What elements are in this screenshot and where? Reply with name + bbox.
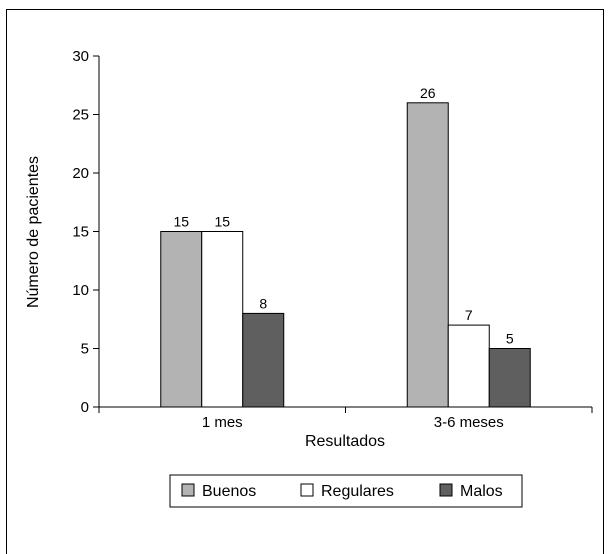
- y-tick-label: 15: [72, 224, 89, 241]
- legend-label-buenos: Buenos: [202, 483, 256, 500]
- data-label: 26: [420, 85, 436, 101]
- y-tick-label: 5: [81, 341, 89, 358]
- y-tick-label: 10: [72, 282, 89, 299]
- x-tick-label: 3-6 meses: [434, 414, 504, 431]
- y-axis-title: Número de pacientes: [25, 156, 42, 308]
- bar-buenos-1: [160, 231, 203, 408]
- legend-box: [169, 474, 523, 508]
- legend-swatch-buenos: [181, 483, 195, 497]
- data-label: 15: [173, 214, 189, 230]
- legend-swatch-malos: [439, 483, 453, 497]
- chart-frame: [6, 9, 604, 554]
- data-label: 5: [506, 331, 514, 347]
- bar-regulares-2: [447, 324, 490, 408]
- data-label: 15: [214, 214, 230, 230]
- y-tick-label: 30: [72, 48, 89, 65]
- legend-label-regulares: Regulares: [321, 483, 394, 500]
- y-tick-label: 25: [72, 107, 89, 124]
- bars: [160, 102, 531, 408]
- legend-swatch-regulares: [300, 483, 314, 497]
- data-label: 8: [259, 295, 267, 311]
- data-label: 7: [465, 307, 473, 323]
- chart-canvas: 0 5 10 15 20 25 30 1 mes 3-6 meses 15 15 8 26 7 5 Nú…: [25, 48, 593, 508]
- y-tick-label: 0: [81, 399, 89, 416]
- x-axis-title: Resultados: [305, 433, 385, 450]
- x-tick-label: 1 mes: [202, 414, 243, 431]
- bar-buenos-2: [406, 102, 449, 408]
- y-axis: 0 5 10 15 20 25 30: [72, 48, 100, 416]
- legend-label-malos: Malos: [460, 483, 503, 500]
- data-labels: 15 15 8 26 7 5: [173, 85, 513, 347]
- y-tick-label: 20: [72, 165, 89, 182]
- bar-regulares-1: [201, 231, 244, 408]
- x-axis: 1 mes 3-6 meses: [98, 406, 593, 431]
- bar-malos-1: [242, 312, 285, 408]
- bar-malos-2: [488, 348, 531, 408]
- legend: Buenos Regulares Malos: [169, 474, 523, 508]
